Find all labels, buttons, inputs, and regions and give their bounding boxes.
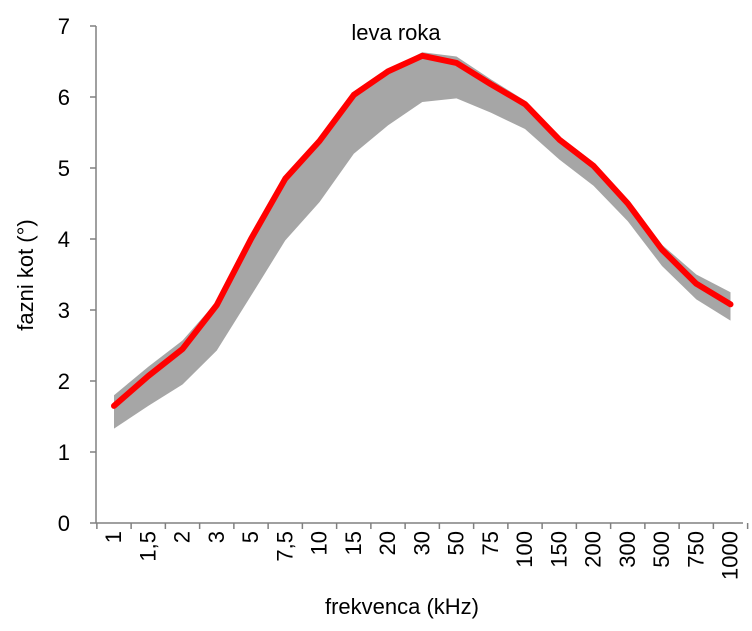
y-tick-label: 7 xyxy=(58,14,70,39)
x-tick-label: 1,5 xyxy=(135,531,160,562)
y-tick-label: 4 xyxy=(58,227,70,252)
x-tick-label: 750 xyxy=(683,531,708,568)
y-tick-label: 5 xyxy=(58,156,70,181)
y-tick-label: 6 xyxy=(58,85,70,110)
x-tick-label: 20 xyxy=(375,531,400,555)
y-axis-title: fazni kot (°) xyxy=(13,219,38,331)
y-tick-label: 3 xyxy=(58,298,70,323)
y-tick-label: 1 xyxy=(58,440,70,465)
x-axis-title: frekvenca (kHz) xyxy=(325,594,479,619)
x-tick-label: 7,5 xyxy=(272,531,297,562)
x-tick-label: 3 xyxy=(204,531,229,543)
axes xyxy=(95,26,743,524)
x-tick-label: 1 xyxy=(101,531,126,543)
x-tick-label: 30 xyxy=(409,531,434,555)
x-tick-label: 75 xyxy=(478,531,503,555)
x-tick-label: 2 xyxy=(170,531,195,543)
x-axis-ticks: 1 1,5 2 3 5 7,5 10 15 20 30 50 75 100 150 200 300 500 750… xyxy=(96,523,749,580)
y-axis-ticks: 0 1 2 3 4 5 6 7 xyxy=(58,14,96,536)
range-band-area xyxy=(114,52,731,429)
range-band-layer xyxy=(114,52,731,429)
x-tick-label: 150 xyxy=(546,531,571,568)
y-tick-label: 0 xyxy=(58,511,70,536)
mean-line-layer xyxy=(111,52,734,409)
x-tick-label: 300 xyxy=(615,531,640,568)
x-tick-label: 1000 xyxy=(718,531,743,580)
x-tick-label: 5 xyxy=(238,531,263,543)
x-tick-label: 200 xyxy=(581,531,606,568)
y-tick-label: 2 xyxy=(58,369,70,394)
x-tick-label: 100 xyxy=(512,531,537,568)
x-tick-label: 15 xyxy=(341,531,366,555)
x-tick-label: 500 xyxy=(649,531,674,568)
x-tick-label: 10 xyxy=(307,531,332,555)
chart-title: leva roka xyxy=(351,20,441,45)
x-tick-label: 50 xyxy=(444,531,469,555)
